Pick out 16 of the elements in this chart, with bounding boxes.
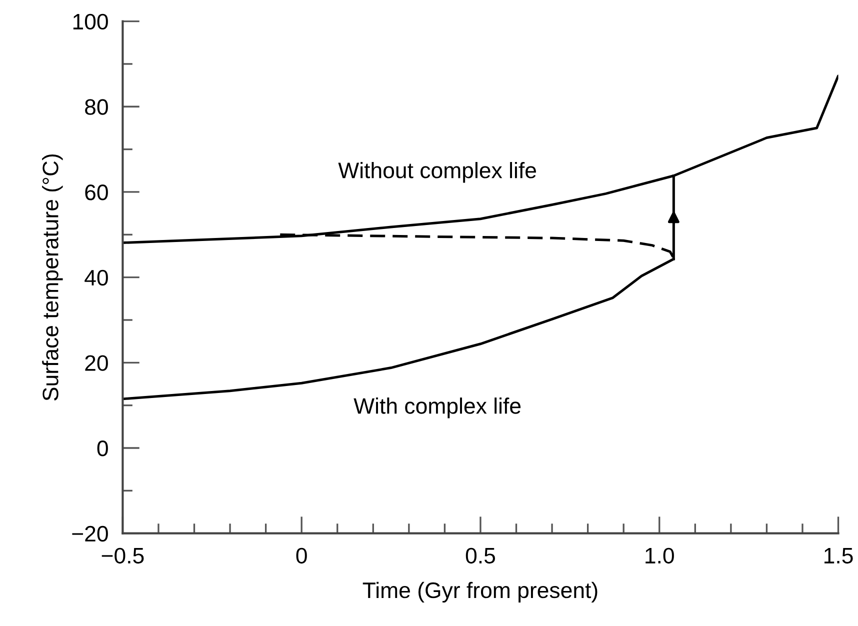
x-tick-label: 1.0 [646,548,674,564]
y-tick-label: 0 [97,440,108,456]
x-tick-label: −0.5 [102,548,144,564]
y-tick-label: −20 [72,526,108,542]
annotation: Without complex life [338,162,536,183]
x-axis-title: Time (Gyr from present) [362,582,598,603]
y-tick-label: 80 [85,99,108,115]
annotation: With complex life [354,398,521,418]
x-tick-label: 0.5 [466,548,495,564]
y-tick-label: 60 [85,184,108,200]
y-axis-title: Surface temperature (°C) [42,154,63,401]
y-tick-label: 40 [84,270,108,286]
x-tick-label: 1.5 [824,548,853,564]
x-tick-label: 0 [296,548,307,564]
y-tick-label: 20 [85,355,108,371]
y-tick-label: 100 [73,14,108,30]
